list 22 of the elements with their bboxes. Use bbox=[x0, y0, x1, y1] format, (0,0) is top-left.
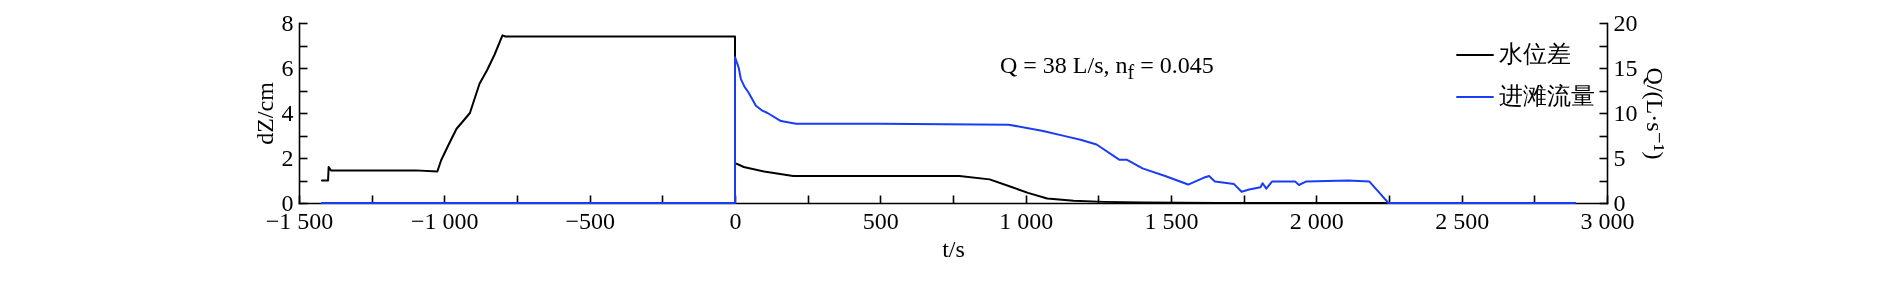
x-tick-label: 1 500 bbox=[1144, 207, 1199, 234]
x-tick-label: 0 bbox=[729, 207, 742, 234]
y-tick-label: 2 bbox=[281, 144, 294, 171]
y2-axis-title: Q/(L·s⁻¹) bbox=[1641, 67, 1668, 160]
y2-tick-label: 15 bbox=[1613, 54, 1638, 81]
x-tick-label: −1 000 bbox=[411, 207, 479, 234]
y-axis-title: dZ/cm bbox=[251, 81, 278, 145]
y-tick-label: 4 bbox=[281, 99, 294, 126]
x-tick-label: 2 000 bbox=[1289, 207, 1344, 234]
x-axis-title: t/s bbox=[942, 235, 965, 262]
y-tick-label: 8 bbox=[281, 9, 294, 36]
x-tick-label: 500 bbox=[862, 207, 899, 234]
legend-label: 水位差 bbox=[1499, 41, 1571, 67]
y-tick-label: 6 bbox=[281, 54, 294, 81]
legend-label: 进滩流量 bbox=[1499, 83, 1595, 109]
y2-tick-label: 10 bbox=[1613, 99, 1638, 126]
y2-tick-label: 5 bbox=[1613, 144, 1626, 171]
x-tick-label: 1 000 bbox=[999, 207, 1054, 234]
x-tick-label: 2 500 bbox=[1435, 207, 1490, 234]
x-tick-label: −500 bbox=[565, 207, 615, 234]
annotation: Q = 38 L/s, n$_{f}$ = 0.045 bbox=[1000, 52, 1214, 84]
y2-tick-label: 20 bbox=[1613, 9, 1638, 36]
